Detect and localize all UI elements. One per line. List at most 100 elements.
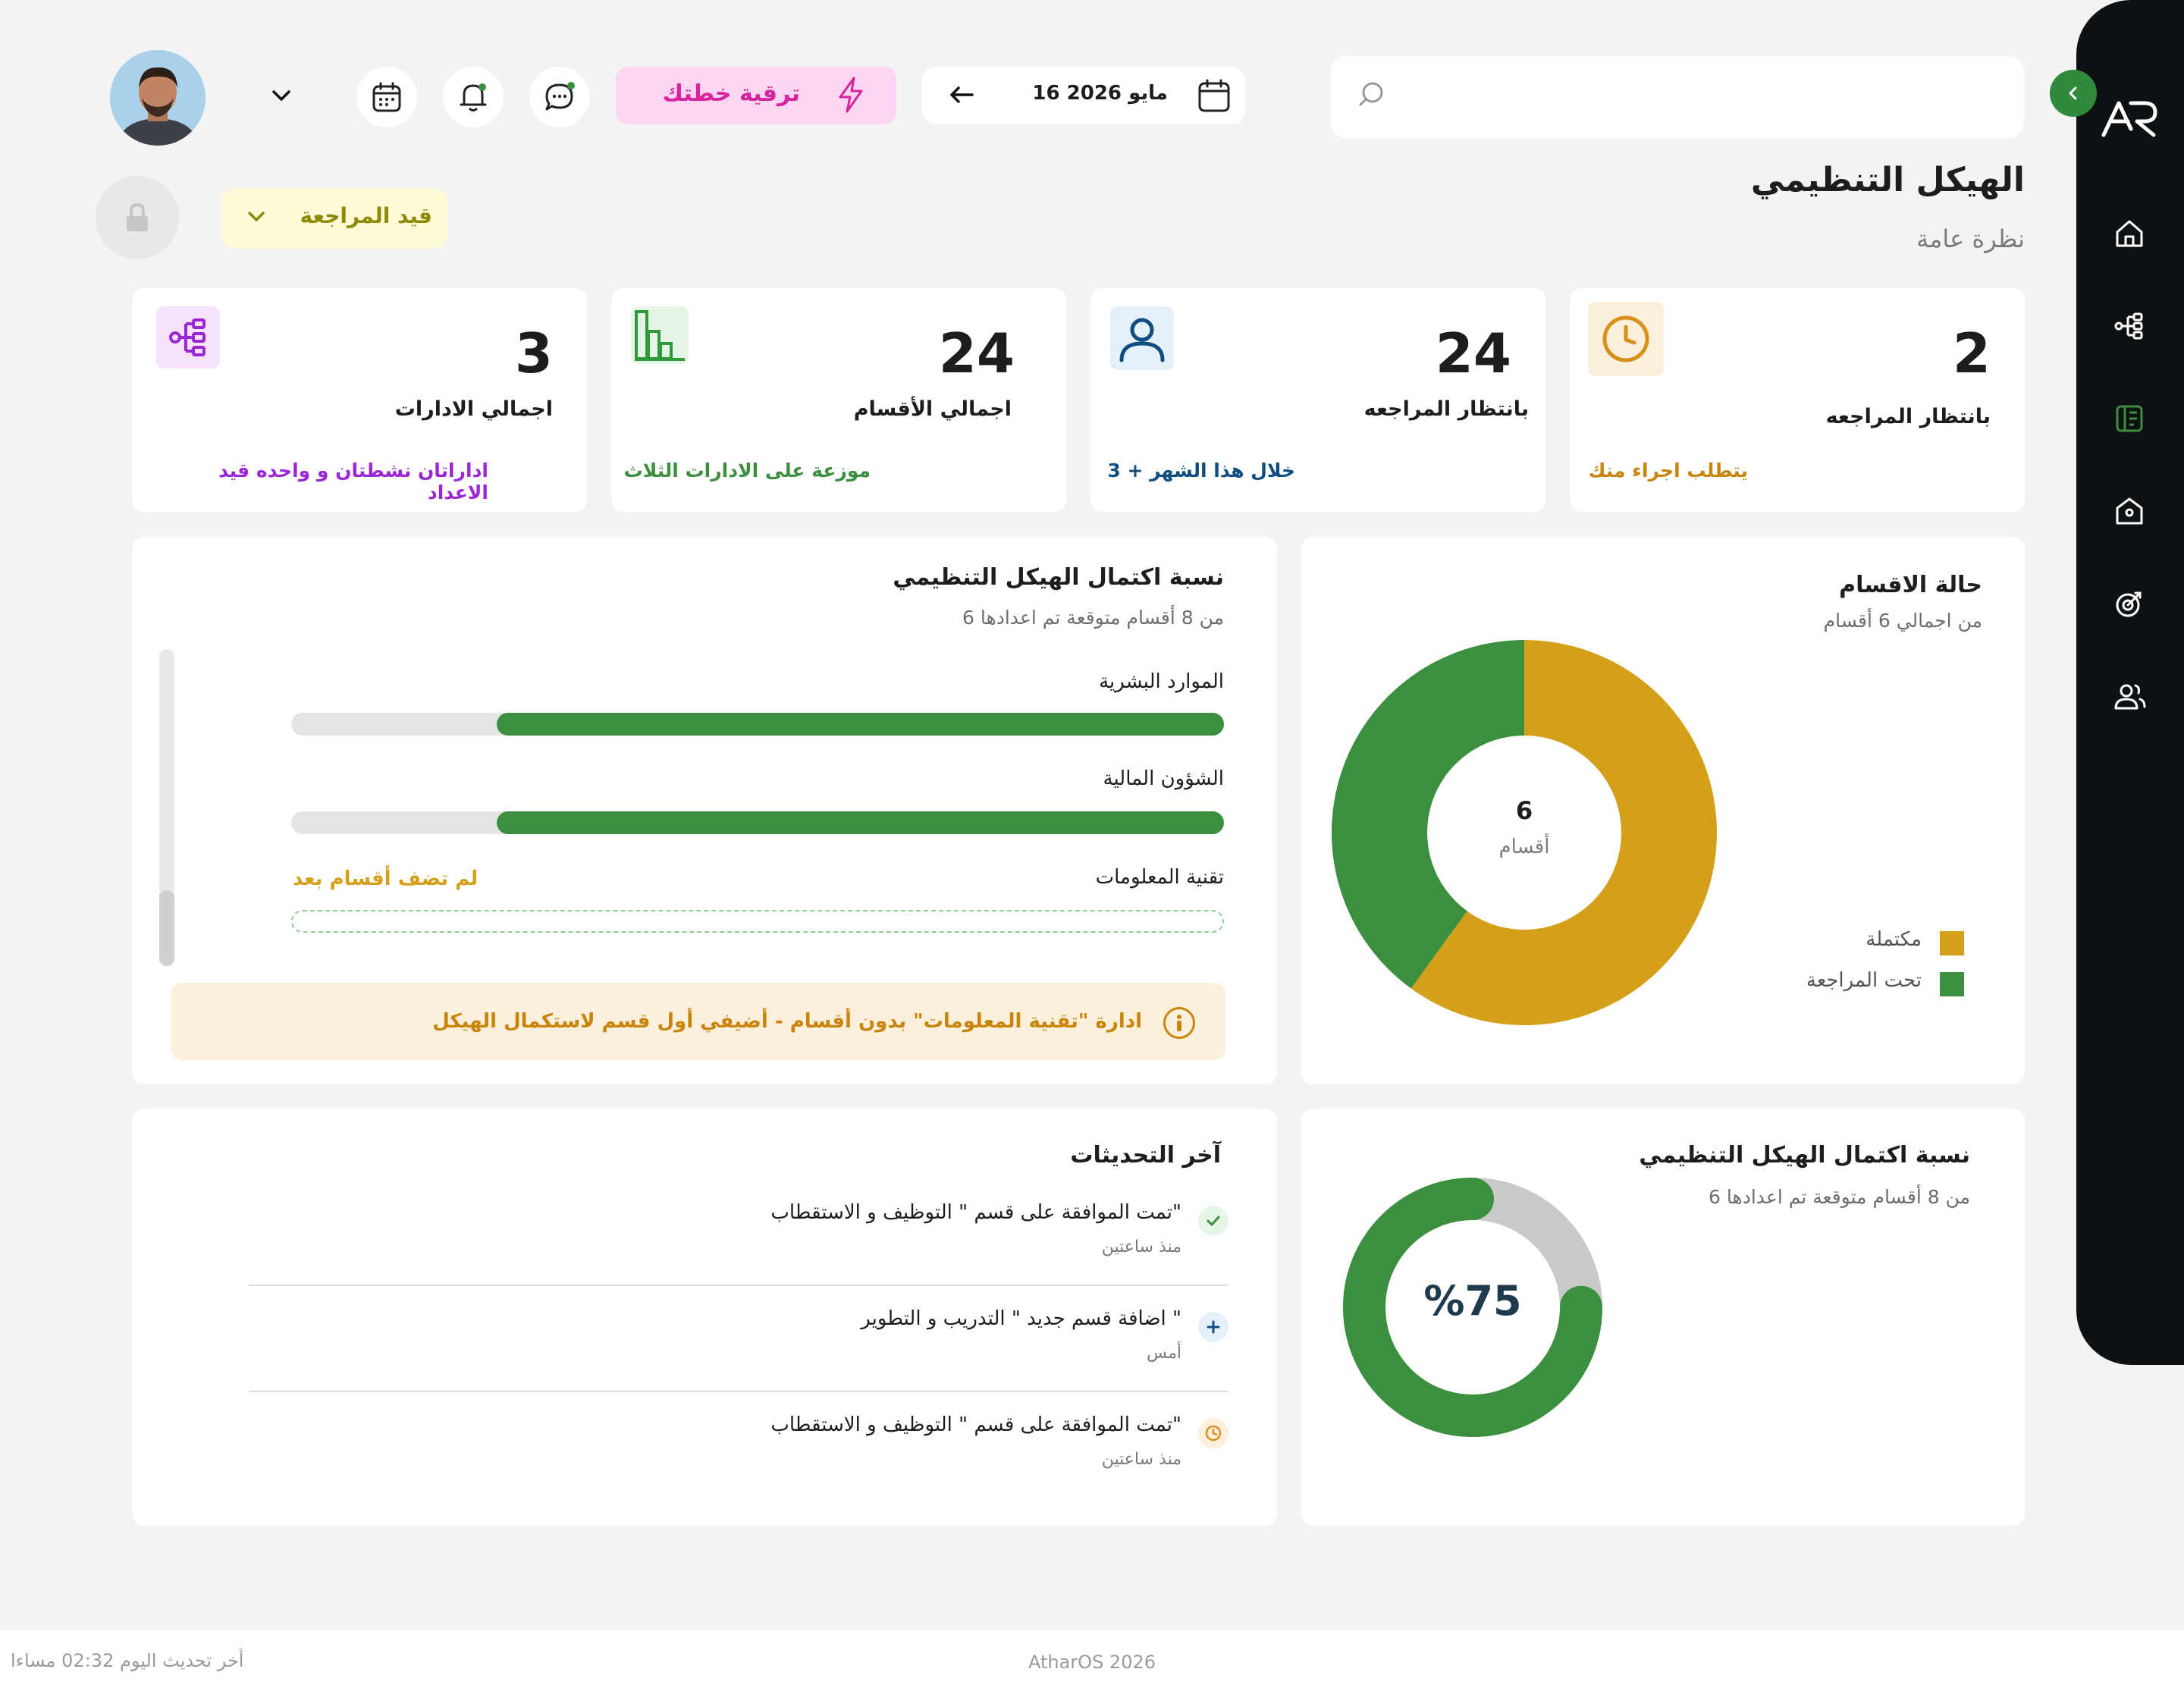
updates-title: آخر التحديثات	[1070, 1142, 1221, 1169]
progress-fill	[496, 713, 1224, 736]
app-logo	[2101, 99, 2160, 138]
dept-status-card: حالة الاقسام من اجمالي 6 أقسام 6 أقسام م…	[1301, 537, 2025, 1084]
alert-box: ادارة "تقنية المعلومات" بدون أقسام - أضي…	[171, 983, 1225, 1060]
stat-value: 24	[1435, 322, 1511, 385]
stat-footnote: موزعة على الادارات الثلاث	[623, 460, 871, 482]
empty-progress-bar	[291, 910, 1224, 933]
user-photo-icon	[110, 50, 206, 146]
stat-footnote: 3 + خلال هذا الشهر	[1107, 460, 1295, 482]
sidebar-item-documents[interactable]	[2108, 397, 2151, 440]
stat-value: 2	[1952, 322, 1991, 385]
stat-card-pending-review: 24 بانتظار المراجعه 3 + خلال هذا الشهر	[1090, 288, 1545, 512]
completion-ring-subtitle: 6 من 8 أقسام متوقعة تم اعدادها	[1709, 1186, 1970, 1208]
update-time: منذ ساعتين	[1101, 1238, 1181, 1256]
donut-center-label: أقسام	[1498, 836, 1550, 858]
dept-name: الشؤون المالية	[1103, 767, 1225, 790]
dept-status-subtitle: من اجمالي 6 أقسام	[1823, 610, 1982, 632]
status-label: قيد المراجعة	[300, 203, 432, 228]
divider	[249, 1285, 1228, 1286]
stat-label: بانتظار المراجعه	[1825, 405, 1991, 428]
upgrade-plan-label: ترقية خطتك	[662, 80, 800, 107]
update-time: أمس	[1147, 1344, 1181, 1363]
page-subtitle: نظرة عامة	[1916, 224, 2025, 253]
messages-button[interactable]	[529, 67, 590, 127]
completion-card: نسبة اكتمال الهيكل التنظيمي 6 من 8 أقسام…	[132, 537, 1277, 1084]
user-icon	[1110, 306, 1174, 370]
arrow-left-icon[interactable]	[948, 83, 975, 106]
progress-bar	[291, 811, 1224, 834]
chevron-down-icon	[244, 206, 268, 227]
stat-value: 24	[938, 322, 1015, 385]
stat-card-pending-action: 2 بانتظار المراجعه يتطلب اجراء منك	[1570, 288, 2025, 512]
updates-card: آخر التحديثات تمت الموافقة على قسم " الت…	[132, 1109, 1277, 1526]
page-title: الهيكل التنظيمي	[1750, 161, 2025, 199]
ring-fill	[1343, 1178, 1602, 1437]
sidebar-item-goals[interactable]	[2108, 582, 2151, 625]
progress-fill	[496, 811, 1224, 834]
home-icon	[2116, 220, 2143, 247]
donut-center-value: 6	[1515, 796, 1533, 825]
sidebar-item-org-structure[interactable]	[2108, 305, 2151, 347]
legend-swatch	[1940, 931, 1964, 955]
notebook-icon	[2116, 405, 2143, 432]
org-tree-icon	[156, 306, 220, 369]
stat-card-total-departments: 24 اجمالي الأقسام موزعة على الادارات الث…	[611, 288, 1066, 512]
clock-icon	[1588, 302, 1664, 376]
stat-footnote: اداراتان نشطتان و واحده قيد الاعداد	[218, 460, 488, 504]
update-text: تمت الموافقة على قسم " التوظيف و الاستقط…	[770, 1201, 1181, 1224]
update-text: اضافة قسم جديد " التدريب و التطوير "	[861, 1307, 1181, 1330]
hierarchy-icon	[2114, 312, 2143, 340]
chevron-left-icon	[2069, 86, 2077, 100]
donut-slice-2	[1332, 640, 1524, 989]
search-icon	[1356, 79, 1386, 109]
sidebar-item-home[interactable]	[2108, 212, 2151, 255]
progress-bar	[291, 713, 1224, 736]
legend-swatch	[1940, 972, 1964, 996]
bar-chart-icon	[631, 306, 689, 364]
stat-label: بانتظار المراجعه	[1363, 397, 1529, 421]
dept-status-title: حالة الاقسام	[1839, 572, 1982, 598]
footer-last-update: أخر تحديث اليوم 02:32 مساءا	[11, 1650, 244, 1671]
completion-title: نسبة اكتمال الهيكل التنظيمي	[893, 564, 1224, 591]
footer-brand: AtharOS 2026	[1028, 1652, 1156, 1673]
legend-label: تحت المراجعة	[1806, 969, 1922, 992]
notifications-button[interactable]	[443, 67, 504, 127]
alert-text: ادارة "تقنية المعلومات" بدون أقسام - أضي…	[432, 1010, 1142, 1033]
lock-button[interactable]	[96, 176, 179, 259]
dept-name: الموارد البشرية	[1099, 670, 1224, 693]
stat-card-total-administrations: 3 اجمالي الادارات اداراتان نشطتان و واحد…	[132, 288, 587, 512]
current-date: 16 مايو 2026	[1032, 82, 1168, 105]
chat-icon	[545, 82, 575, 111]
profile-dropdown-chevron[interactable]	[268, 85, 294, 106]
clock-icon	[1198, 1418, 1228, 1448]
calendar-icon	[372, 82, 401, 112]
scrollbar-thumb[interactable]	[159, 890, 174, 966]
sidebar-item-users[interactable]	[2108, 675, 2151, 717]
update-time: منذ ساعتين	[1101, 1450, 1181, 1469]
building-icon	[2116, 497, 2143, 525]
completion-ring	[1343, 1178, 1602, 1437]
footer	[0, 1630, 2184, 1691]
update-text: تمت الموافقة على قسم " التوظيف و الاستقط…	[770, 1413, 1181, 1436]
dept-status-donut	[1332, 640, 1717, 1025]
stat-footnote: يتطلب اجراء منك	[1588, 460, 1748, 482]
legend-label: مكتملة	[1866, 928, 1922, 951]
users-icon	[2114, 684, 2146, 710]
info-icon	[1163, 1007, 1195, 1039]
empty-dept-note: لم تضف أقسام بعد	[293, 867, 479, 890]
date-picker[interactable]	[922, 67, 1245, 124]
chevron-down-icon	[272, 90, 290, 101]
completion-ring-card: نسبة اكتمال الهيكل التنظيمي 6 من 8 أقسام…	[1301, 1109, 2025, 1526]
search-input[interactable]	[1331, 56, 2024, 138]
plus-icon	[1198, 1312, 1228, 1342]
calendar-button[interactable]	[356, 67, 417, 127]
sidebar-item-buildings[interactable]	[2108, 490, 2151, 532]
dept-name: تقنية المعلومات	[1095, 866, 1224, 889]
stat-value: 3	[514, 322, 553, 385]
bell-icon	[460, 83, 487, 111]
scrollbar-track[interactable]	[159, 649, 174, 966]
upgrade-plan-button[interactable]	[616, 67, 896, 124]
avatar[interactable]	[110, 50, 206, 146]
sidebar-collapse-button[interactable]	[2050, 70, 2097, 117]
target-icon	[2116, 591, 2142, 617]
